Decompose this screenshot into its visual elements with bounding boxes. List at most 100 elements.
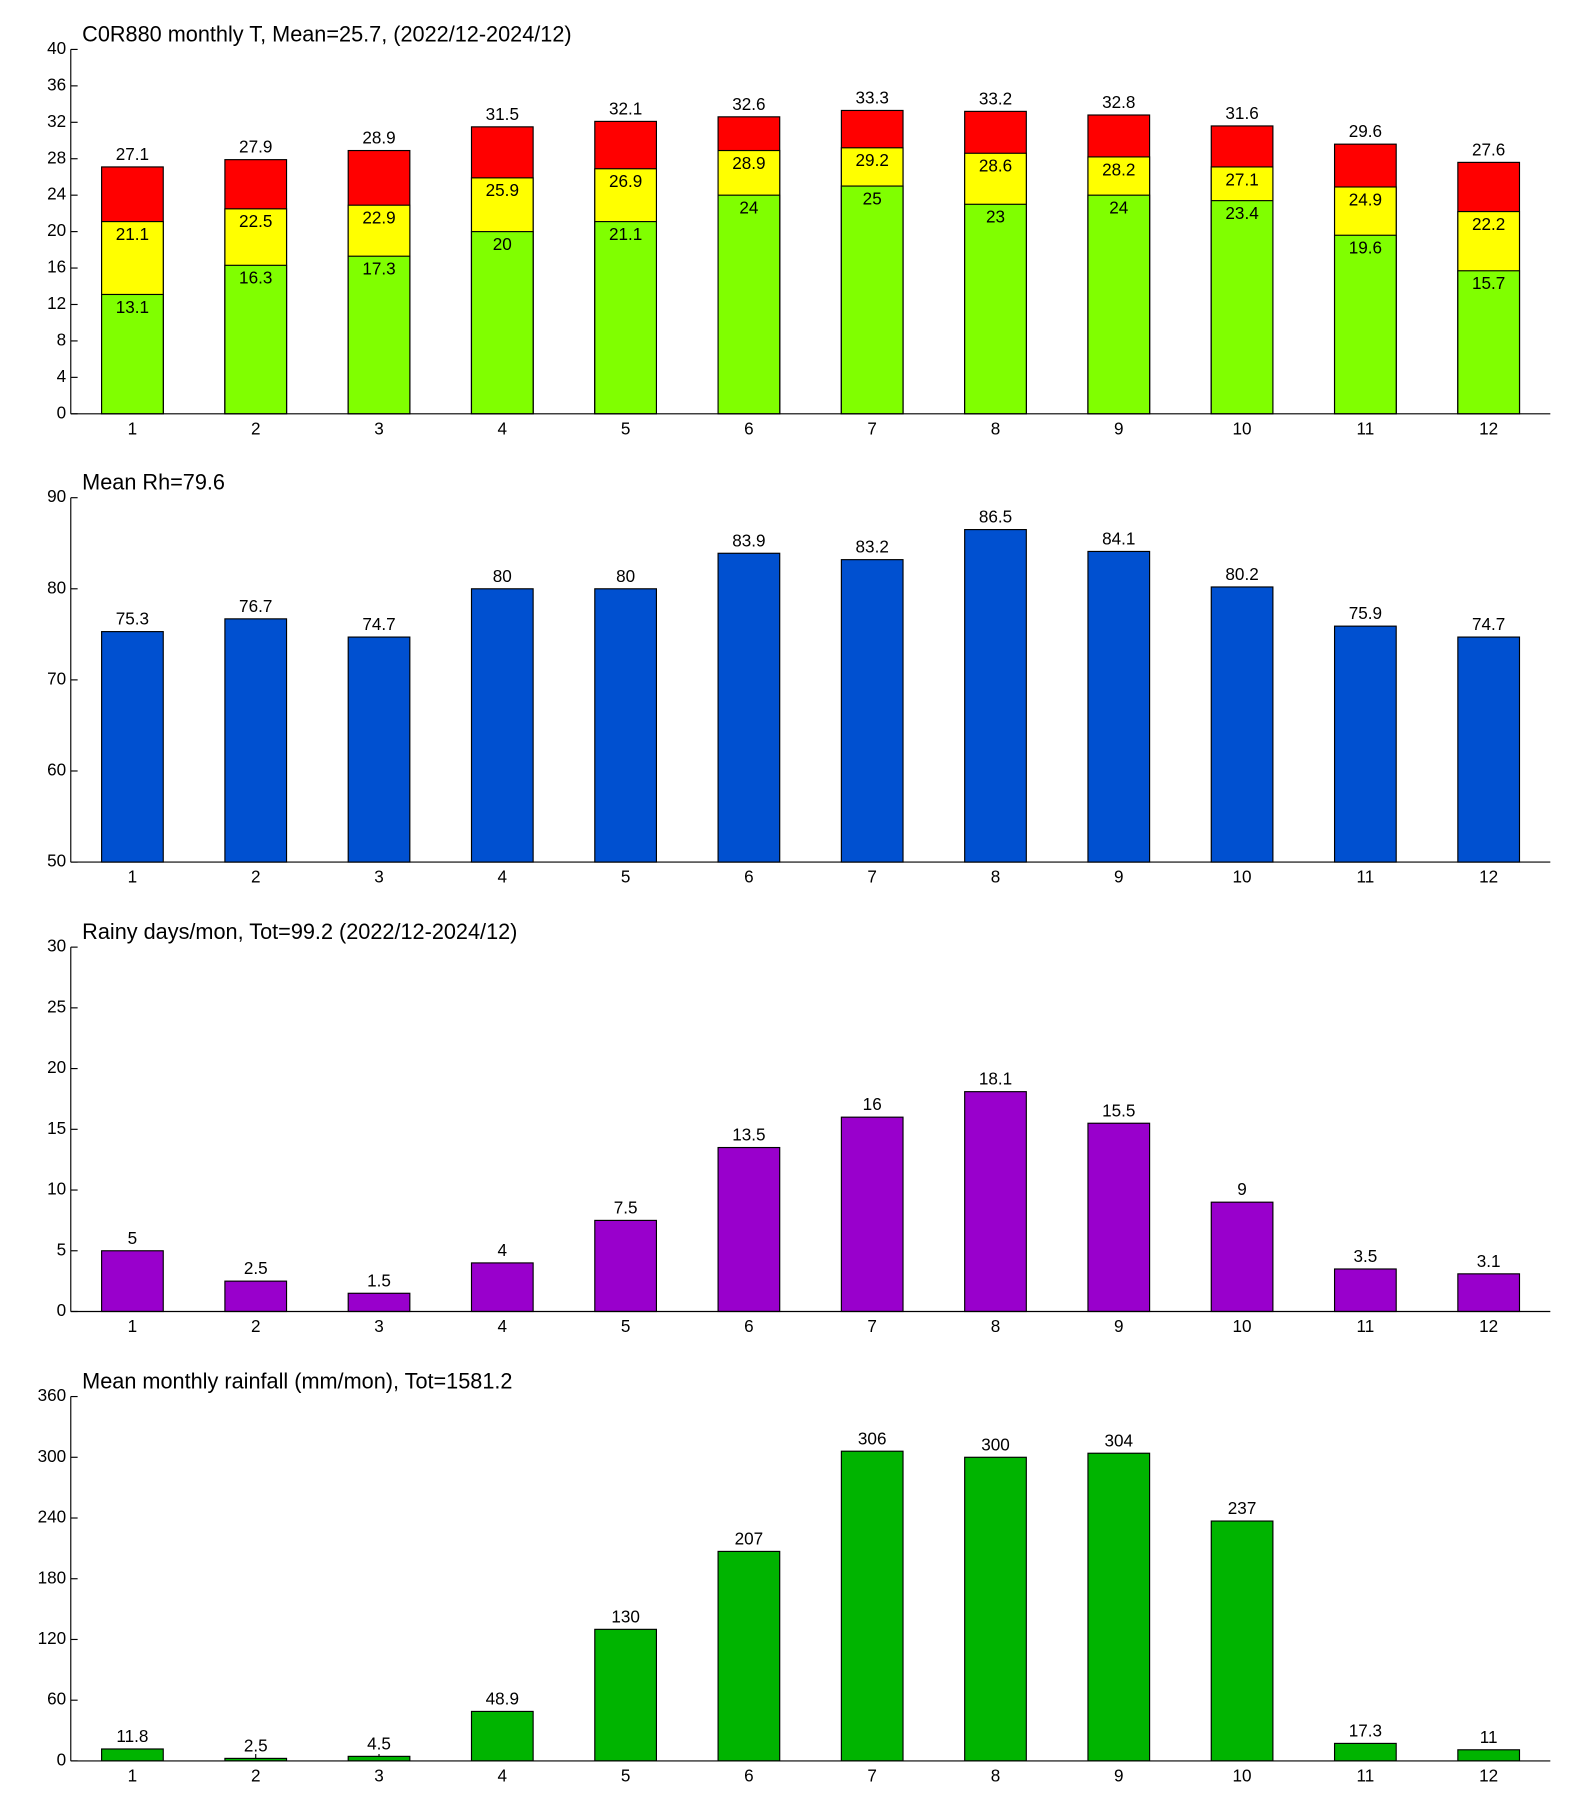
y-tick-label: 15 [47, 1118, 66, 1138]
bar [347, 636, 411, 863]
bar [964, 529, 1027, 863]
x-tick-label: 11 [1356, 418, 1374, 438]
bar [1210, 586, 1274, 863]
y-tick-label: 0 [57, 1300, 67, 1320]
y-tick-label: 8 [57, 329, 67, 349]
x-tick-label: 2 [251, 1766, 261, 1786]
data-label: 80.2 [1225, 564, 1258, 584]
chart-title: Mean Rh=79.6 [82, 470, 225, 495]
bar [717, 1550, 781, 1762]
x-tick-label: 9 [1114, 418, 1124, 438]
x-tick-label: 10 [1233, 418, 1252, 438]
data-label: 22.5 [239, 211, 272, 231]
data-label: 27.1 [116, 144, 149, 164]
x-tick-label: 12 [1479, 418, 1498, 438]
x-tick-label: 5 [621, 867, 631, 887]
chart-title: Rainy days/mon, Tot=99.2 (2022/12-2024/1… [82, 919, 517, 944]
x-tick-label: 3 [374, 867, 384, 887]
data-label: 28.9 [732, 153, 765, 173]
data-label: 31.6 [1225, 103, 1258, 123]
data-label: 7.5 [614, 1197, 638, 1217]
x-tick-label: 10 [1233, 1316, 1252, 1336]
data-label: 17.3 [362, 258, 395, 278]
bar [1333, 1268, 1397, 1313]
bar [594, 588, 658, 863]
data-label: 29.6 [1349, 121, 1382, 141]
y-tick-label: 120 [38, 1628, 67, 1648]
bar [1087, 1452, 1151, 1762]
data-label: 16 [863, 1094, 882, 1114]
bar [717, 552, 781, 863]
bar [347, 1755, 411, 1762]
y-tick-label: 20 [47, 220, 66, 240]
x-tick-label: 9 [1114, 1316, 1124, 1336]
y-tick-label: 24 [47, 184, 66, 204]
bar [1333, 625, 1397, 863]
bar [1457, 1749, 1521, 1762]
y-tick-label: 20 [47, 1057, 66, 1077]
data-label: 21.1 [609, 224, 642, 244]
bar [101, 631, 164, 863]
x-tick-label: 4 [498, 867, 508, 887]
bar [470, 1710, 534, 1762]
bar [964, 1456, 1027, 1762]
bar [964, 203, 1027, 415]
x-tick-label: 2 [251, 1316, 261, 1336]
data-label: 32.1 [609, 98, 642, 118]
y-tick-label: 30 [47, 936, 66, 956]
data-label: 28.6 [979, 156, 1012, 176]
chart-title: Mean monthly rainfall (mm/mon), Tot=1581… [82, 1368, 512, 1393]
data-label: 5 [128, 1228, 138, 1248]
bar [1210, 1201, 1274, 1313]
data-label: 304 [1105, 1430, 1134, 1450]
y-tick-label: 25 [47, 996, 66, 1016]
chart-title: C0R880 monthly T, Mean=25.7, (2022/12-20… [82, 21, 571, 46]
y-tick-label: 90 [47, 486, 66, 506]
y-tick-label: 5 [57, 1239, 67, 1259]
x-tick-label: 7 [867, 1316, 877, 1336]
x-tick-label: 11 [1356, 1766, 1374, 1786]
data-label: 33.2 [979, 88, 1012, 108]
bar [101, 1748, 164, 1762]
y-tick-label: 240 [38, 1506, 67, 1526]
data-label: 130 [611, 1606, 640, 1626]
data-label: 3.1 [1477, 1251, 1501, 1271]
data-label: 80 [493, 566, 512, 586]
data-label: 25.9 [486, 180, 519, 200]
data-label: 306 [858, 1428, 887, 1448]
x-tick-label: 5 [621, 1316, 631, 1336]
bar [594, 1628, 658, 1762]
bar [594, 1219, 658, 1313]
bar [470, 1262, 534, 1313]
data-label: 17.3 [1349, 1720, 1382, 1740]
data-label: 15.5 [1102, 1100, 1135, 1120]
x-tick-label: 8 [991, 1766, 1001, 1786]
bar [224, 1280, 288, 1313]
data-label: 29.2 [856, 150, 889, 170]
data-label: 19.6 [1349, 238, 1382, 258]
data-label: 26.9 [609, 171, 642, 191]
bar [1087, 194, 1151, 415]
bar [1087, 550, 1151, 863]
bar [1333, 234, 1397, 415]
x-tick-label: 3 [374, 418, 384, 438]
y-tick-label: 180 [38, 1567, 67, 1587]
x-tick-label: 1 [128, 1766, 138, 1786]
x-tick-label: 5 [621, 1766, 631, 1786]
y-tick-label: 32 [47, 111, 66, 131]
bar [347, 1292, 411, 1313]
data-label: 20 [493, 234, 512, 254]
y-tick-label: 4 [57, 366, 67, 386]
bar [594, 221, 658, 415]
x-tick-label: 7 [867, 418, 877, 438]
data-label: 83.9 [732, 530, 765, 550]
x-tick-label: 5 [621, 418, 631, 438]
data-label: 1.5 [367, 1270, 391, 1290]
data-label: 300 [981, 1434, 1010, 1454]
data-label: 2.5 [244, 1258, 268, 1278]
x-tick-label: 12 [1479, 1766, 1498, 1786]
x-tick-label: 8 [991, 1316, 1001, 1336]
x-tick-label: 11 [1356, 867, 1374, 887]
data-label: 23 [986, 207, 1005, 227]
